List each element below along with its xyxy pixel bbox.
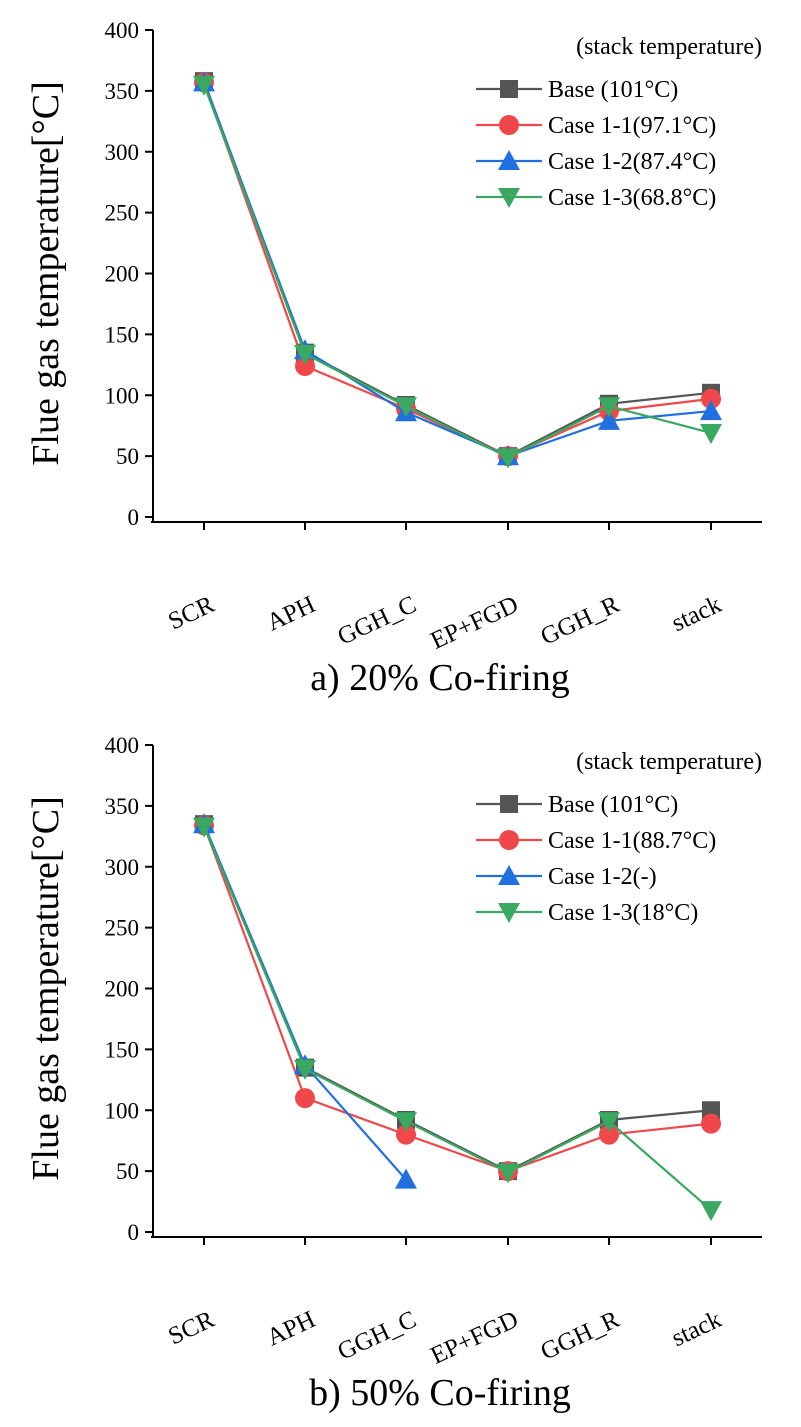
legend-marker	[499, 115, 519, 135]
x-tick-label: stack	[668, 591, 726, 637]
y-tick-label: 350	[105, 794, 140, 819]
y-tick-label: 200	[105, 262, 140, 287]
data-point	[700, 400, 722, 421]
legend-marker	[498, 150, 520, 170]
data-point	[701, 1113, 721, 1134]
legend-label: Case 1-2(-)	[548, 864, 657, 890]
legend-title: (stack temperature)	[576, 749, 762, 775]
legend-label: Case 1-1(88.7°C)	[548, 828, 716, 854]
y-tick-label: 300	[105, 855, 140, 880]
y-tick-label: 250	[105, 201, 140, 226]
y-tick-label: 150	[105, 1037, 140, 1062]
x-tick-label: SCR	[164, 591, 219, 636]
series-line-3	[202, 84, 712, 459]
data-point	[598, 409, 620, 430]
y-tick-label: 400	[105, 18, 140, 43]
y-tick-label: 0	[128, 1220, 140, 1245]
legend-title: (stack temperature)	[576, 34, 762, 60]
data-point	[193, 817, 215, 838]
data-point	[193, 75, 215, 96]
x-tick-label: APH	[263, 1306, 320, 1352]
y-axis-title: Flue gas temperature[°C]	[25, 81, 67, 466]
data-point	[295, 356, 315, 377]
series-line-2	[202, 81, 712, 458]
legend-label: Case 1-3(68.8°C)	[548, 185, 716, 211]
legend-label: Base (101°C)	[548, 77, 678, 103]
x-tick-label: APH	[263, 591, 320, 637]
y-tick-label: 100	[105, 383, 140, 408]
legend-marker	[498, 903, 520, 923]
chart-caption: b) 50% Co-firing	[309, 1372, 571, 1414]
data-point	[497, 1163, 519, 1184]
x-tick-label: EP+FGD	[427, 1306, 523, 1370]
legend-label: Base (101°C)	[548, 792, 678, 818]
series-line-2	[202, 823, 407, 1181]
y-tick-label: 100	[105, 1098, 140, 1123]
x-tick-label: SCR	[164, 1306, 219, 1351]
data-point	[599, 1124, 619, 1145]
chart-caption: a) 20% Co-firing	[310, 657, 570, 699]
data-point	[396, 1124, 416, 1145]
legend-label: Case 1-2(87.4°C)	[548, 149, 716, 175]
y-tick-label: 200	[105, 977, 140, 1002]
y-axis-title: Flue gas temperature[°C]	[25, 796, 67, 1181]
x-tick-label: GGH_R	[537, 1306, 624, 1366]
data-point	[497, 448, 519, 469]
legend-marker	[499, 830, 519, 850]
data-point	[395, 1112, 417, 1133]
data-point	[395, 397, 417, 418]
y-tick-label: 350	[105, 79, 140, 104]
legend-marker	[498, 865, 520, 885]
data-point	[294, 344, 316, 365]
data-point	[598, 397, 620, 418]
x-tick-label: stack	[668, 1306, 726, 1352]
x-tick-label: GGH_C	[334, 591, 421, 651]
y-tick-label: 50	[116, 1159, 139, 1184]
y-tick-label: 250	[105, 916, 140, 941]
y-tick-label: 150	[105, 322, 140, 347]
data-point	[294, 1059, 316, 1080]
y-tick-label: 400	[105, 733, 140, 758]
y-tick-label: 0	[128, 505, 140, 530]
series-line-1	[202, 824, 712, 1173]
chart-panel-50-percent: Flue gas temperature[°C] 0 50 100 150 200 250 3…	[25, 733, 762, 1414]
legend-marker	[498, 188, 520, 208]
data-point	[598, 1112, 620, 1133]
data-point	[700, 1201, 722, 1222]
series-line-3	[202, 826, 712, 1211]
legend-marker	[500, 80, 518, 98]
legend-label: Case 1-3(18°C)	[548, 900, 698, 926]
data-point	[701, 388, 721, 409]
x-tick-label: GGH_C	[334, 1306, 421, 1366]
x-tick-label: GGH_R	[537, 591, 624, 651]
y-tick-label: 50	[116, 444, 139, 469]
y-tick-label: 300	[105, 140, 140, 165]
data-point	[295, 1088, 315, 1109]
legend-marker	[500, 795, 518, 813]
data-point	[395, 1168, 417, 1189]
x-tick-label: EP+FGD	[427, 591, 523, 655]
legend-label: Case 1-1(97.1°C)	[548, 113, 716, 139]
data-point	[700, 423, 722, 444]
chart-panel-20-percent: Flue gas temperature[°C] 0 50 100 150 200 250 3…	[25, 18, 762, 699]
